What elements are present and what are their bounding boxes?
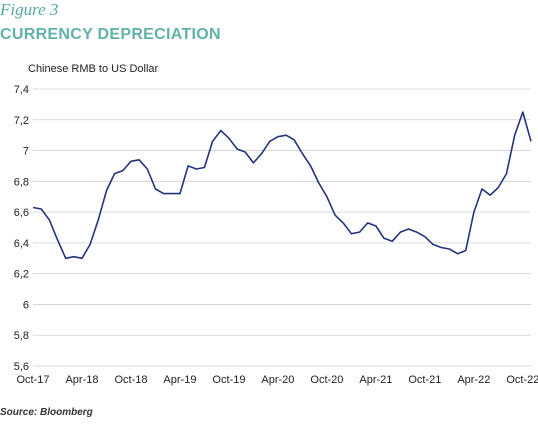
grid-lines <box>33 88 531 367</box>
figure-label: Figure 3 <box>0 0 59 19</box>
chart-title: CURRENCY DEPRECIATION <box>0 26 221 43</box>
y-tick-label: 7 <box>23 146 29 158</box>
y-tick-label: 6,8 <box>14 176 29 188</box>
x-tick-label: Oct-20 <box>310 374 343 386</box>
x-tick-label: Oct-21 <box>408 374 441 386</box>
x-tick-label: Oct-22 <box>506 374 538 386</box>
source-note: Source: Bloomberg <box>0 407 93 418</box>
y-tick-label: 7,4 <box>14 84 29 96</box>
y-tick-label: 7,2 <box>14 115 29 127</box>
y-axis-ticks: 5,6 5,8 6 6,2 6,4 6,6 6,8 7 7,2 7,4 <box>14 84 29 373</box>
x-tick-label: Oct-19 <box>212 374 245 386</box>
x-tick-label: Oct-18 <box>114 374 147 386</box>
x-tick-label: Apr-18 <box>65 374 98 386</box>
y-tick-label: 6,4 <box>14 238 29 250</box>
y-tick-label: 6,6 <box>14 207 29 219</box>
y-tick-label: 5,6 <box>14 361 29 373</box>
x-axis-ticks: Oct-17 Apr-18 Oct-18 Apr-19 Oct-19 Apr-20 Oct-… <box>16 374 538 386</box>
x-tick-label: Oct-17 <box>16 374 49 386</box>
series-line <box>32 111 532 260</box>
y-tick-label: 5,8 <box>14 330 29 342</box>
x-tick-label: Apr-21 <box>359 374 392 386</box>
y-axis-label: Chinese RMB to US Dollar <box>28 63 159 75</box>
y-tick-label: 6 <box>23 299 29 311</box>
x-tick-label: Apr-20 <box>261 374 294 386</box>
plot-area <box>32 111 532 260</box>
x-tick-label: Apr-19 <box>163 374 196 386</box>
y-tick-label: 6,2 <box>14 269 29 281</box>
x-tick-label: Apr-22 <box>457 374 490 386</box>
